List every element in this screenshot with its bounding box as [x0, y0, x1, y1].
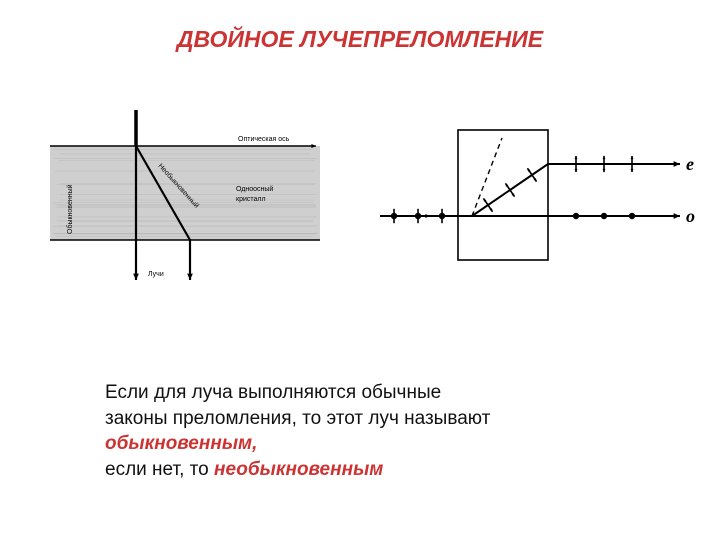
body-line4: если нет, то [105, 459, 214, 480]
title-text: ДВОЙНОЕ ЛУЧЕПРЕЛОМЛЕНИЕ [177, 26, 543, 52]
svg-text:Обыкновенный: Обыкновенный [66, 184, 74, 234]
diagram-birefringence-refraction: Оптическая осьОбыкновенныйНеобыкновенный… [40, 110, 330, 310]
page-title: ДВОЙНОЕ ЛУЧЕПРЕЛОМЛЕНИЕ [0, 26, 720, 53]
svg-text:e: e [686, 154, 694, 174]
body-line1: Если для луча выполняются обычные [105, 382, 441, 403]
term-ordinary: обыкновенным, [105, 433, 257, 454]
body-text: Если для луча выполняются обычные законы… [105, 380, 605, 483]
svg-text:кристалл: кристалл [236, 196, 266, 203]
diagram-area: Оптическая осьОбыкновенныйНеобыкновенный… [40, 110, 680, 330]
svg-text:o: o [686, 206, 695, 226]
term-extraordinary: необыкновенным [214, 459, 383, 480]
diagram-birefringence-polarization: eo [380, 120, 700, 300]
svg-text:Лучи: Лучи [148, 271, 164, 278]
body-line2: законы преломления, то этот луч называют [105, 408, 490, 429]
svg-text:Оптическая ось: Оптическая ось [238, 136, 290, 143]
svg-text:Одноосный: Одноосный [236, 185, 273, 193]
